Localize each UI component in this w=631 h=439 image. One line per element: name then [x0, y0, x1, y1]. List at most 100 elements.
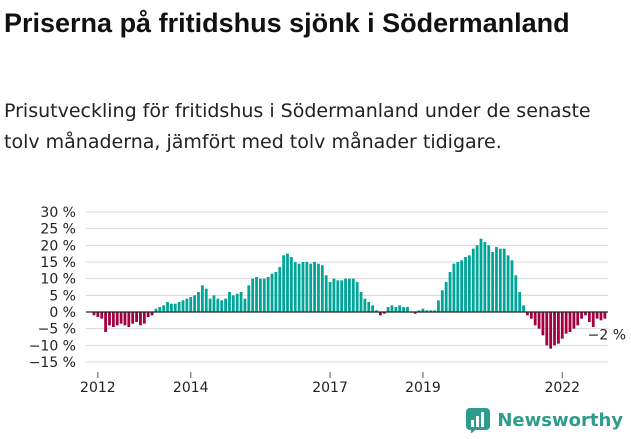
bar — [208, 298, 212, 312]
bar — [448, 272, 452, 312]
bar — [150, 312, 154, 316]
last-value-annotation: −2 % — [588, 328, 626, 344]
bar — [204, 288, 208, 312]
bar — [231, 295, 235, 312]
bar — [510, 260, 514, 312]
y-tick-label: 25 % — [40, 222, 76, 238]
bar — [320, 265, 324, 312]
bar — [239, 292, 243, 312]
gridlines — [86, 211, 608, 363]
bar — [537, 312, 541, 329]
bar — [131, 312, 135, 324]
bar — [498, 248, 502, 312]
bar — [564, 312, 568, 334]
bar — [371, 305, 375, 312]
bar — [146, 312, 150, 317]
y-tick-label: −15 % — [29, 355, 76, 371]
bar — [305, 262, 309, 312]
bar — [274, 272, 278, 312]
newsworthy-brand: Newsworthy — [465, 407, 623, 433]
x-tick-label: 2019 — [405, 380, 441, 396]
bar — [170, 303, 173, 312]
chart-title: Priserna på fritidshus sjönk i Södermanl… — [4, 8, 570, 38]
bar — [235, 293, 239, 312]
bar — [529, 312, 533, 319]
bar — [557, 312, 560, 344]
bar — [475, 245, 479, 312]
bar — [336, 280, 340, 312]
bar — [166, 302, 169, 312]
bar — [541, 312, 545, 336]
bar — [189, 297, 193, 312]
bar — [243, 298, 247, 312]
y-tick-label: 20 % — [40, 238, 76, 254]
bar — [553, 312, 556, 346]
bar — [413, 312, 417, 314]
bar — [200, 285, 204, 312]
bar — [417, 310, 421, 312]
bar — [584, 312, 587, 316]
bar — [580, 312, 584, 319]
bar — [348, 278, 351, 312]
bar — [514, 275, 518, 312]
bar — [479, 238, 483, 312]
bar — [297, 263, 301, 312]
bar — [324, 275, 328, 312]
bar — [212, 295, 216, 312]
y-tick-label: 0 % — [49, 305, 76, 321]
x-tick-label: 2022 — [544, 380, 580, 396]
bar — [572, 312, 576, 329]
bar — [282, 255, 286, 312]
bar — [340, 280, 344, 312]
bar — [491, 252, 495, 312]
bar — [115, 312, 119, 326]
bar — [382, 312, 386, 314]
bar — [433, 310, 436, 312]
bar — [444, 282, 448, 312]
bar — [92, 312, 96, 316]
y-tick-label: −5 % — [38, 322, 76, 338]
bar — [456, 262, 460, 312]
bar — [603, 312, 607, 319]
bar — [363, 298, 367, 312]
bar — [293, 262, 297, 312]
bar — [440, 290, 444, 312]
bar — [270, 273, 274, 312]
bar — [406, 307, 409, 312]
bar — [402, 307, 405, 312]
x-tick-label: 2014 — [173, 380, 209, 396]
bar — [289, 257, 293, 312]
bar — [259, 278, 262, 312]
bar — [328, 282, 332, 312]
bar — [127, 312, 131, 327]
bar — [367, 302, 371, 312]
bar — [181, 300, 185, 312]
bar — [262, 278, 266, 312]
bar — [526, 312, 529, 316]
bar — [467, 255, 471, 312]
bar — [375, 310, 378, 312]
bar — [313, 262, 316, 312]
x-axis-ticks: 201220142017201920222024 — [80, 372, 580, 396]
bar — [390, 305, 394, 312]
y-axis-ticks: 30 %25 %20 %15 %10 %5 %0 %−5 %−10 %−15 % — [29, 205, 76, 371]
bar — [545, 312, 549, 346]
bar — [599, 312, 603, 321]
bar — [522, 305, 525, 312]
bar — [228, 292, 231, 312]
bar — [344, 278, 347, 312]
bar — [452, 263, 456, 312]
y-tick-label: 10 % — [40, 272, 76, 288]
bar — [216, 298, 220, 312]
y-tick-label: 5 % — [49, 288, 76, 304]
bar — [317, 263, 320, 312]
bar — [502, 248, 506, 312]
y-tick-label: 15 % — [40, 255, 76, 271]
bar — [173, 303, 177, 312]
bar — [154, 308, 158, 312]
bar — [483, 242, 487, 312]
brand-name: Newsworthy — [497, 409, 623, 431]
bar — [398, 305, 402, 312]
bar — [135, 312, 138, 322]
